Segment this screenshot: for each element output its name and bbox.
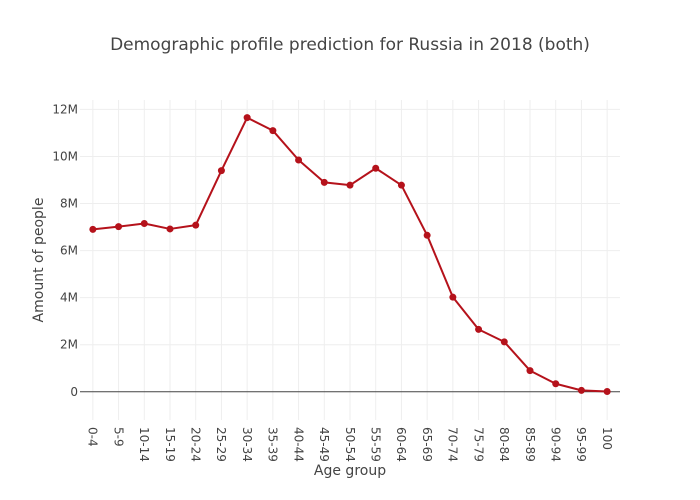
data-point[interactable] [500,338,508,346]
y-tick-label: 10M [52,149,78,163]
data-point[interactable] [89,225,97,233]
x-tick-label: 85-89 [523,427,537,462]
data-point[interactable] [449,293,457,301]
x-tick-label: 15-19 [163,427,177,462]
x-tick-label: 70-74 [446,427,460,462]
x-tick-label: 80-84 [497,427,511,462]
x-tick-label: 5-9 [111,427,125,447]
data-point[interactable] [115,223,123,231]
data-point[interactable] [217,167,225,175]
x-axis-title: Age group [314,463,386,479]
x-tick-label: 75-79 [471,427,485,462]
x-tick-label: 95-99 [574,427,588,462]
data-point[interactable] [475,325,483,333]
x-tick-label: 25-29 [214,427,228,462]
series [89,114,611,396]
x-tick-label: 90-94 [549,427,563,462]
y-tick-label: 2M [60,338,78,352]
x-tick-label: 35-39 [266,427,280,462]
axes: 0 2M 4M 6M 8M 10M 12M 0-4 5-9 10-14 15-19 20-24 25-2… [52,102,620,462]
data-point[interactable] [397,181,405,189]
y-axis-title: Amount of people [31,198,47,323]
data-point[interactable] [320,178,328,186]
x-tick-label: 60-64 [394,427,408,462]
y-tick-label: 0 [70,385,78,399]
grid [80,100,620,420]
x-tick-label: 65-69 [420,427,434,462]
data-point[interactable] [295,156,303,164]
data-point[interactable] [603,388,611,396]
data-point[interactable] [372,164,380,172]
y-tick-label: 8M [60,197,78,211]
y-tick-label: 6M [60,244,78,258]
data-point[interactable] [423,231,431,239]
y-tick-label: 12M [52,102,78,116]
data-point[interactable] [577,386,585,394]
y-tick-label: 4M [60,291,78,305]
x-tick-label: 10-14 [137,427,151,462]
data-point[interactable] [269,127,277,135]
x-tick-label: 0-4 [86,427,100,447]
x-tick-label: 45-49 [317,427,331,462]
data-point[interactable] [552,380,560,388]
data-point[interactable] [140,220,148,228]
x-tick-label: 100 [600,427,614,450]
x-tick-label: 55-59 [369,427,383,462]
x-tick-label: 30-34 [240,427,254,462]
data-point[interactable] [166,225,174,233]
data-point[interactable] [346,181,354,189]
x-tick-label: 40-44 [291,427,305,462]
data-point[interactable] [526,367,534,375]
chart-title: Demographic profile prediction for Russi… [110,35,590,55]
x-tick-label: 20-24 [189,427,203,462]
data-point[interactable] [243,114,251,122]
x-tick-label: 50-54 [343,427,357,462]
data-point[interactable] [192,221,200,229]
